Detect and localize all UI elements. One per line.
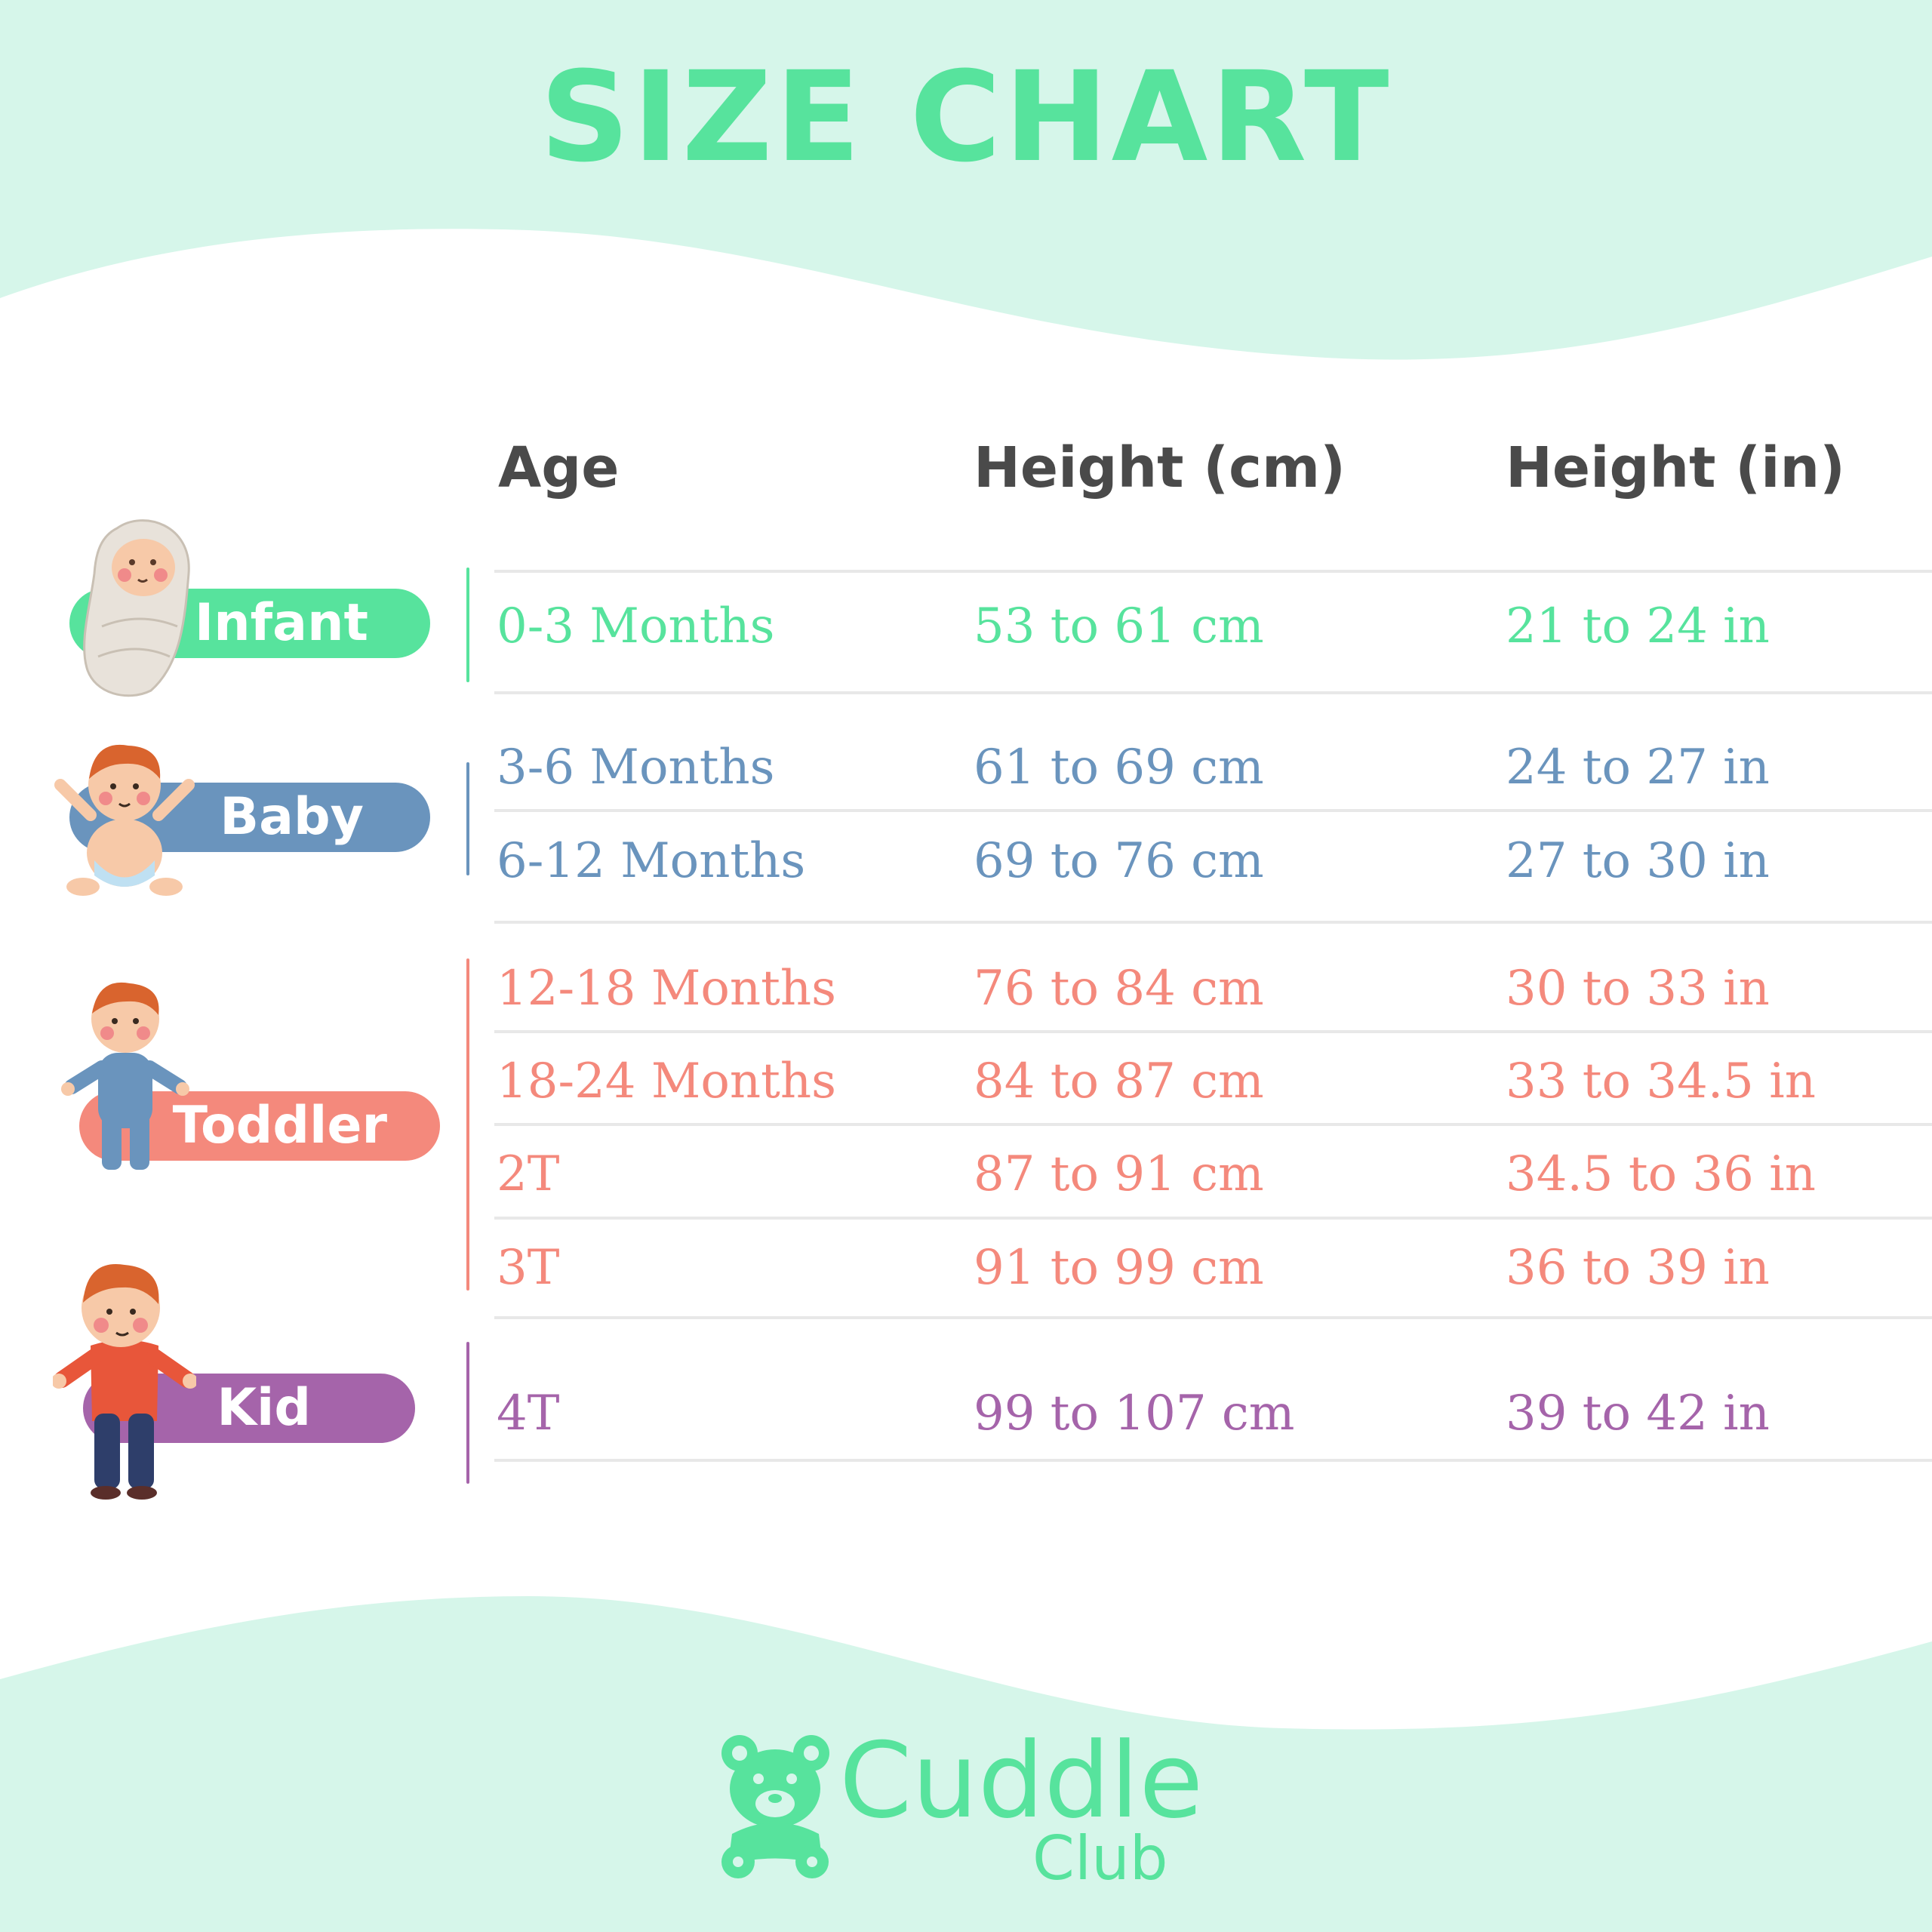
bottom-wave [0,1596,1932,1932]
separator-infant [494,691,1932,694]
header-height-cm: Height (cm) [974,435,1346,500]
toddler-icon [61,982,189,1170]
table-cell-age: 2T [497,1146,560,1202]
brand-name-line1: Cuddle [839,1720,1204,1841]
table-cell-height-in: 39 to 42 in [1506,1386,1770,1441]
table-cell-height-in: 24 to 27 in [1506,740,1770,795]
separator-header [494,570,1932,573]
header-age: Age [498,435,620,500]
group-bar-toddler [466,958,469,1291]
separator-baby-row [494,809,1932,812]
table-cell-height-cm: 99 to 107 cm [974,1386,1295,1441]
baby-icon [54,744,195,896]
table-cell-height-cm: 69 to 76 cm [974,833,1264,889]
swaddled-infant-icon [83,519,190,697]
table-cell-age: 18-24 Months [497,1054,836,1109]
category-label: Kid [217,1378,311,1438]
group-bar-baby [466,762,469,875]
category-label: Infant [194,593,368,653]
kid-icon [53,1264,196,1500]
table-cell-height-cm: 91 to 99 cm [974,1240,1264,1296]
table-cell-height-in: 30 to 33 in [1506,961,1770,1017]
page-title: SIZE CHART [540,45,1392,189]
table-cell-age: 12-18 Months [497,961,836,1017]
table-cell-height-in: 34.5 to 36 in [1506,1146,1816,1202]
group-bar-infant [466,568,469,682]
table-cell-height-in: 36 to 39 in [1506,1240,1770,1296]
top-wave [0,0,1932,360]
category-label: Toddler [172,1096,387,1155]
table-cell-age: 6-12 Months [497,833,806,889]
table-cell-height-cm: 61 to 69 cm [974,740,1264,795]
table-cell-age: 0-3 Months [497,598,775,654]
category-label: Baby [220,787,364,847]
table-cell-age: 4T [497,1386,560,1441]
table-cell-age: 3T [497,1240,560,1296]
separator-toddler-row [494,1030,1932,1033]
teddy-bear-icon [721,1735,829,1878]
separator-kid [494,1459,1932,1462]
table-cell-height-in: 33 to 34.5 in [1506,1054,1816,1109]
brand-name-line2: Club [1032,1823,1168,1894]
table-cell-height-in: 27 to 30 in [1506,833,1770,889]
group-bar-kid [466,1342,469,1484]
table-cell-height-cm: 87 to 91 cm [974,1146,1264,1202]
separator-toddler-row [494,1217,1932,1220]
table-cell-height-cm: 76 to 84 cm [974,961,1264,1017]
separator-toddler [494,1316,1932,1319]
separator-baby [494,921,1932,924]
table-cell-age: 3-6 Months [497,740,775,795]
table-cell-height-cm: 53 to 61 cm [974,598,1264,654]
header-height-in: Height (in) [1506,435,1845,500]
table-cell-height-cm: 84 to 87 cm [974,1054,1264,1109]
separator-toddler-row [494,1123,1932,1126]
table-cell-height-in: 21 to 24 in [1506,598,1770,654]
